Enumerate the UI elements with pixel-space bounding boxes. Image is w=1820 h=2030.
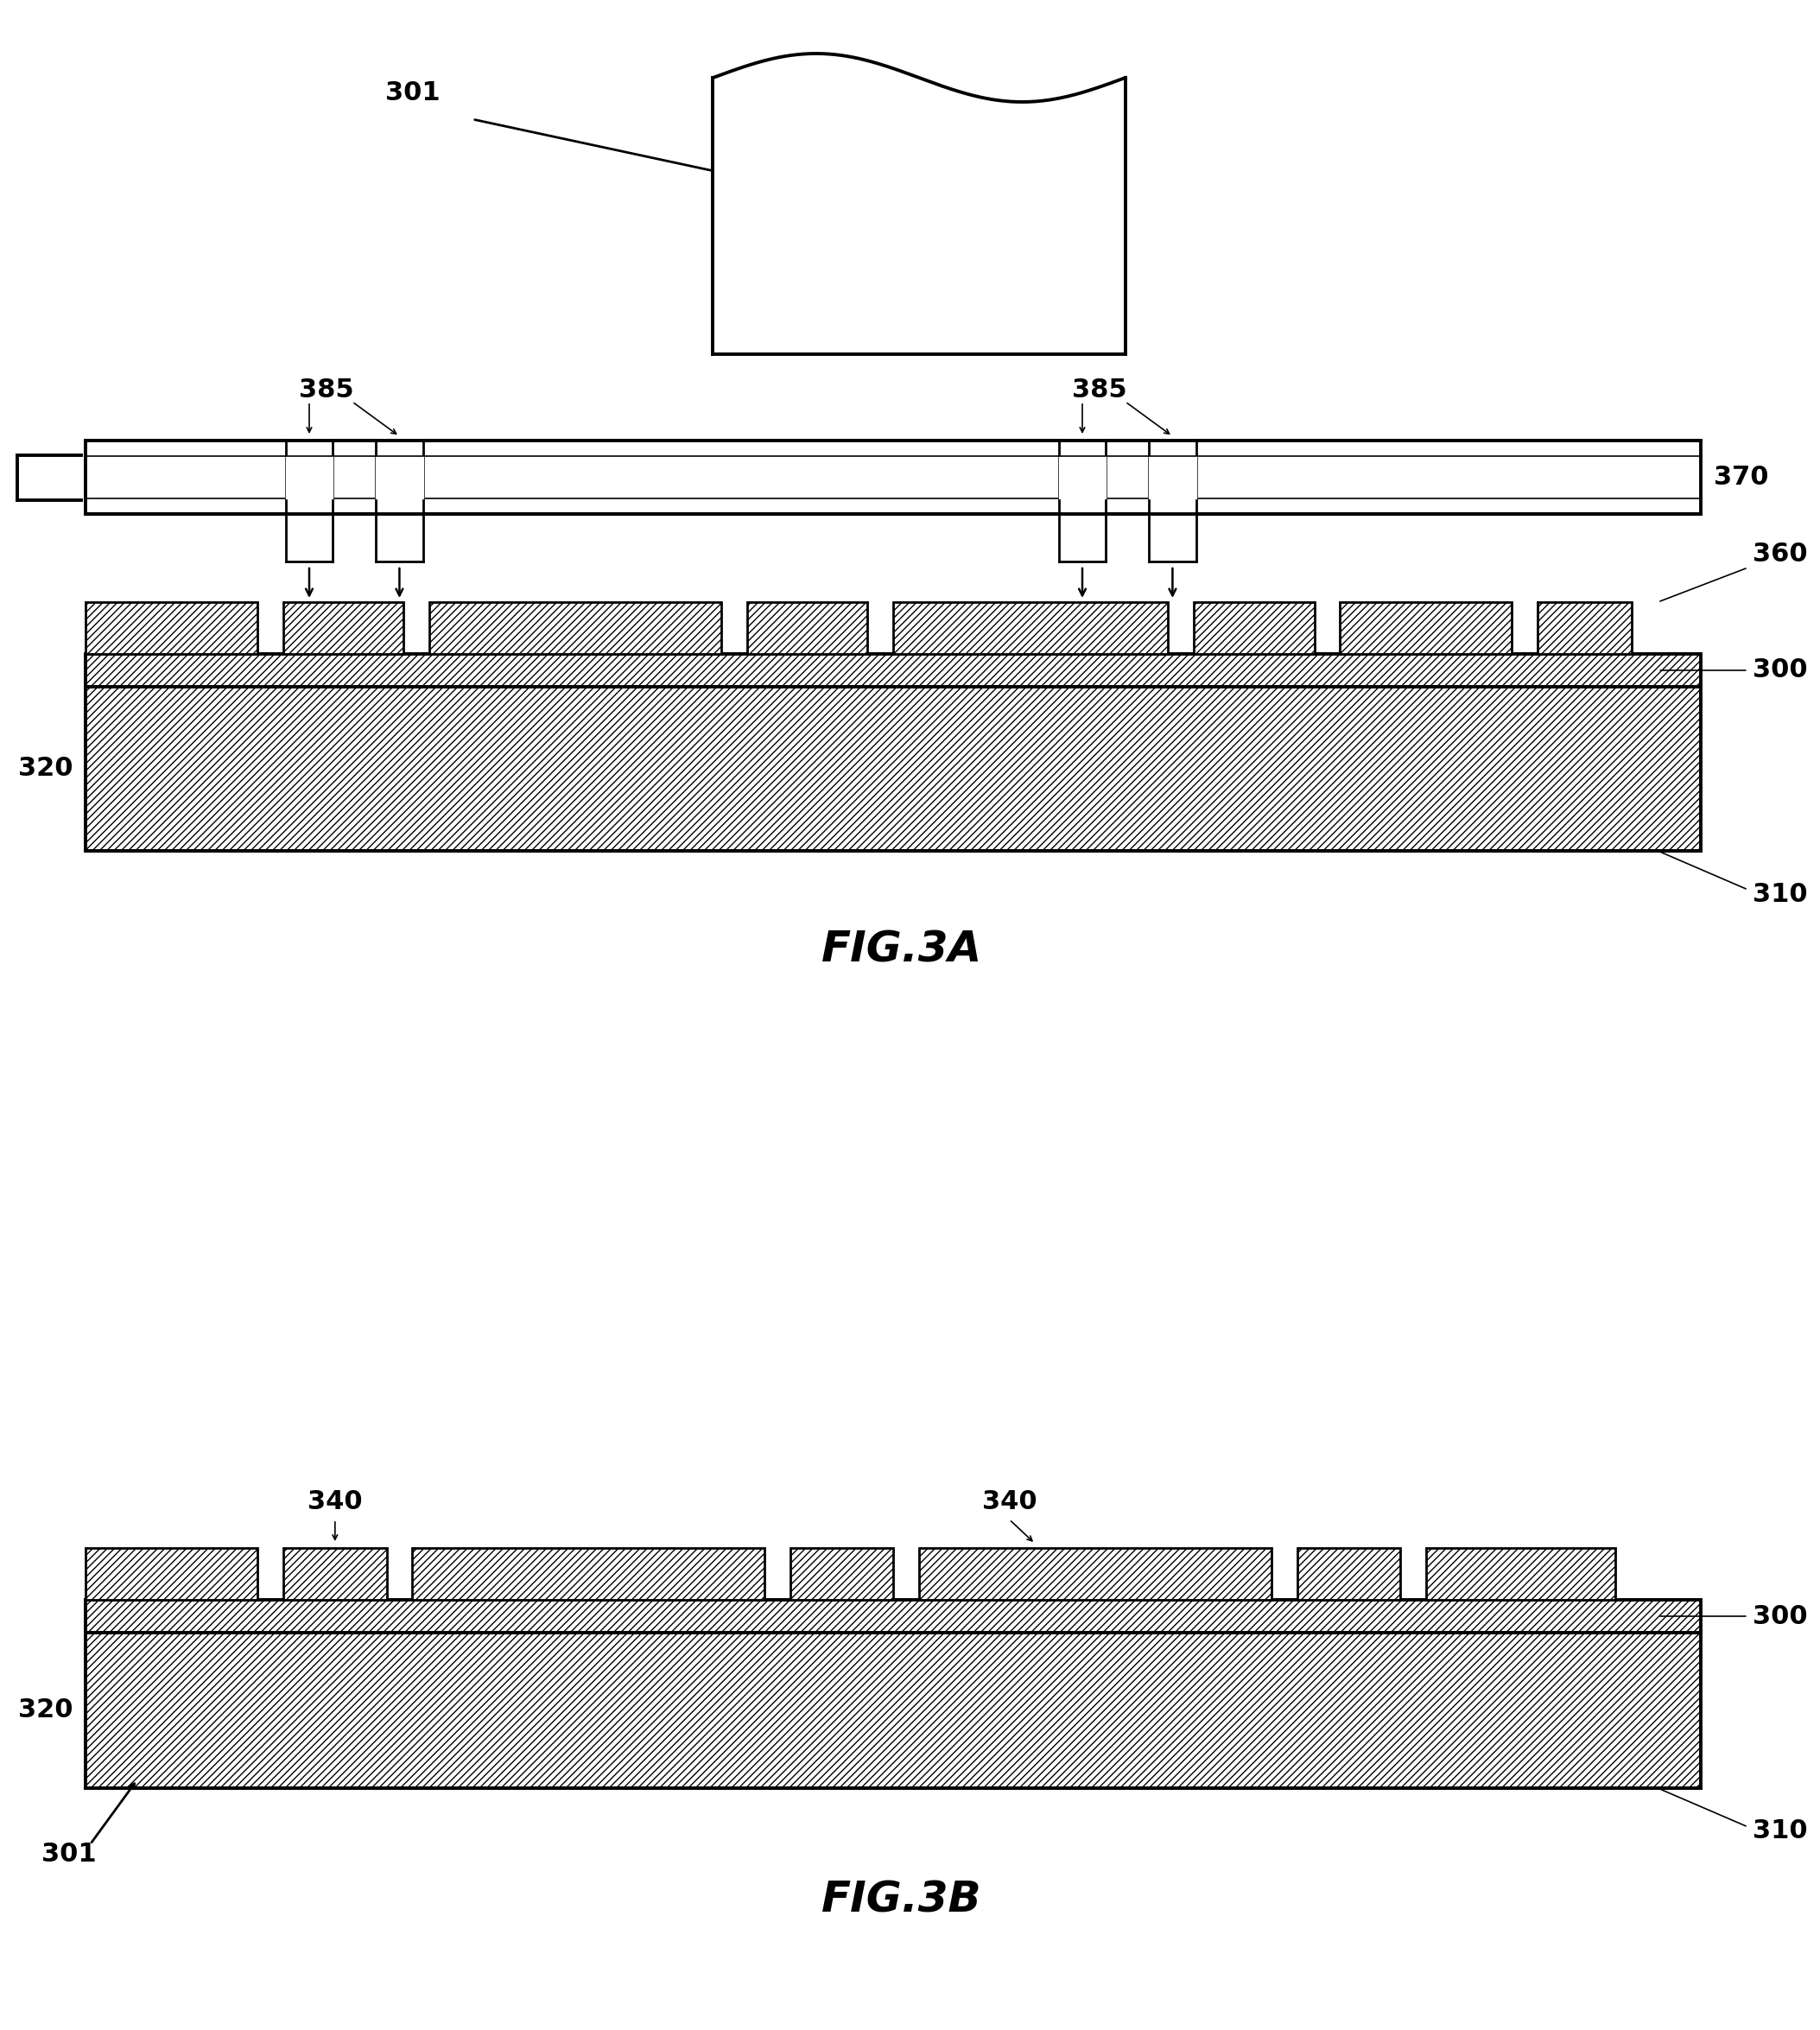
Text: FIG.3A: FIG.3A [821, 930, 983, 970]
Text: 301: 301 [384, 79, 440, 106]
Bar [748, 603, 868, 654]
Text: 320: 320 [18, 757, 73, 782]
Text: 300: 300 [1753, 1604, 1807, 1628]
Text: 340: 340 [981, 1490, 1037, 1514]
Text: 385: 385 [1072, 378, 1127, 402]
Text: 385: 385 [298, 378, 353, 402]
Bar [1194, 603, 1314, 654]
Bar [894, 603, 1168, 654]
Bar [284, 603, 404, 654]
Bar [86, 1549, 258, 1600]
Bar [86, 1600, 1702, 1632]
Bar [919, 1549, 1272, 1600]
Text: 320: 320 [18, 1697, 73, 1723]
Bar [430, 603, 721, 654]
Bar [86, 1632, 1702, 1788]
Bar [284, 1549, 386, 1600]
Text: 310: 310 [1753, 1819, 1807, 1843]
Bar [790, 1549, 894, 1600]
Bar [1538, 603, 1633, 654]
Bar [86, 603, 258, 654]
Text: 370: 370 [1714, 465, 1769, 489]
Text: FIG.3B: FIG.3B [823, 1880, 983, 1920]
Bar [86, 654, 1702, 686]
Text: 340: 340 [308, 1490, 362, 1514]
Text: 360: 360 [1753, 542, 1807, 566]
Text: 301: 301 [42, 1841, 96, 1868]
Text: 300: 300 [1753, 658, 1807, 682]
Bar [86, 686, 1702, 851]
Text: 310: 310 [1753, 881, 1807, 907]
Bar [1425, 1549, 1614, 1600]
Bar [413, 1549, 764, 1600]
Bar [1298, 1549, 1400, 1600]
Bar [1340, 603, 1512, 654]
